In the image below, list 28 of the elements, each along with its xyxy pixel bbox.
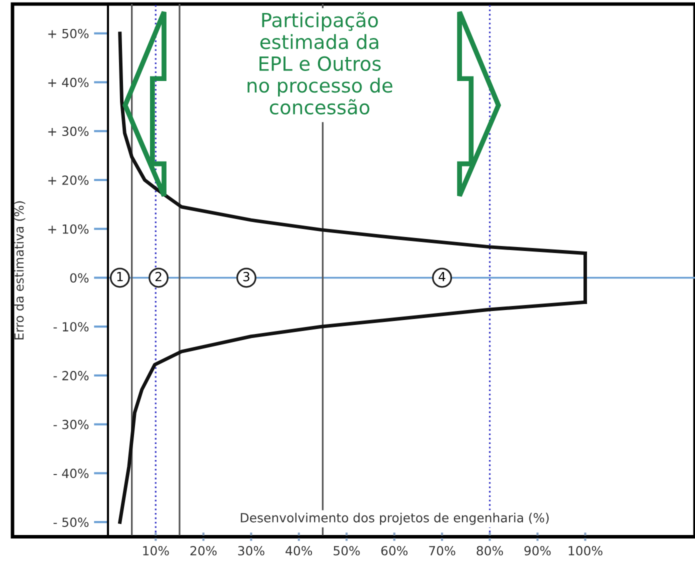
x-tick-label: 80% (476, 546, 503, 556)
y-tick-label: + 10% (48, 224, 89, 234)
annotation: Participação estimada da EPL e Outros no processo de concessão (248, 12, 392, 115)
y-tick-label: - 20% (54, 370, 89, 380)
annotation: 2 (155, 272, 162, 282)
y-tick-label: - 40% (54, 468, 89, 478)
annotation: 3 (243, 272, 250, 282)
x-tick-label: 100% (568, 546, 602, 556)
y-tick-label: - 30% (54, 420, 89, 430)
x-tick-label: 10% (143, 546, 169, 556)
x-tick-label: 60% (381, 546, 408, 556)
x-axis-title: Desenvolvimento dos projetos de engenharia (%) (240, 512, 549, 525)
x-tick-label: 40% (286, 546, 312, 556)
y-tick-label: + 40% (48, 78, 89, 88)
y-tick-label: - 10% (54, 322, 89, 332)
y-axis-title: Erro da estimativa (%) (14, 201, 26, 340)
x-tick-label: 90% (524, 546, 551, 556)
annotation: 1 (117, 272, 123, 282)
y-tick-label: - 50% (54, 518, 89, 527)
x-tick-label: 20% (190, 546, 217, 556)
y-tick-label: 0% (70, 273, 89, 283)
y-tick-label: + 20% (48, 175, 89, 185)
x-tick-label: 30% (238, 546, 264, 556)
y-tick-label: + 30% (48, 126, 89, 136)
annotation: 4 (438, 272, 446, 282)
x-tick-label: 50% (334, 546, 360, 556)
y-tick-label: + 50% (48, 28, 89, 38)
x-tick-label: 70% (429, 546, 456, 556)
